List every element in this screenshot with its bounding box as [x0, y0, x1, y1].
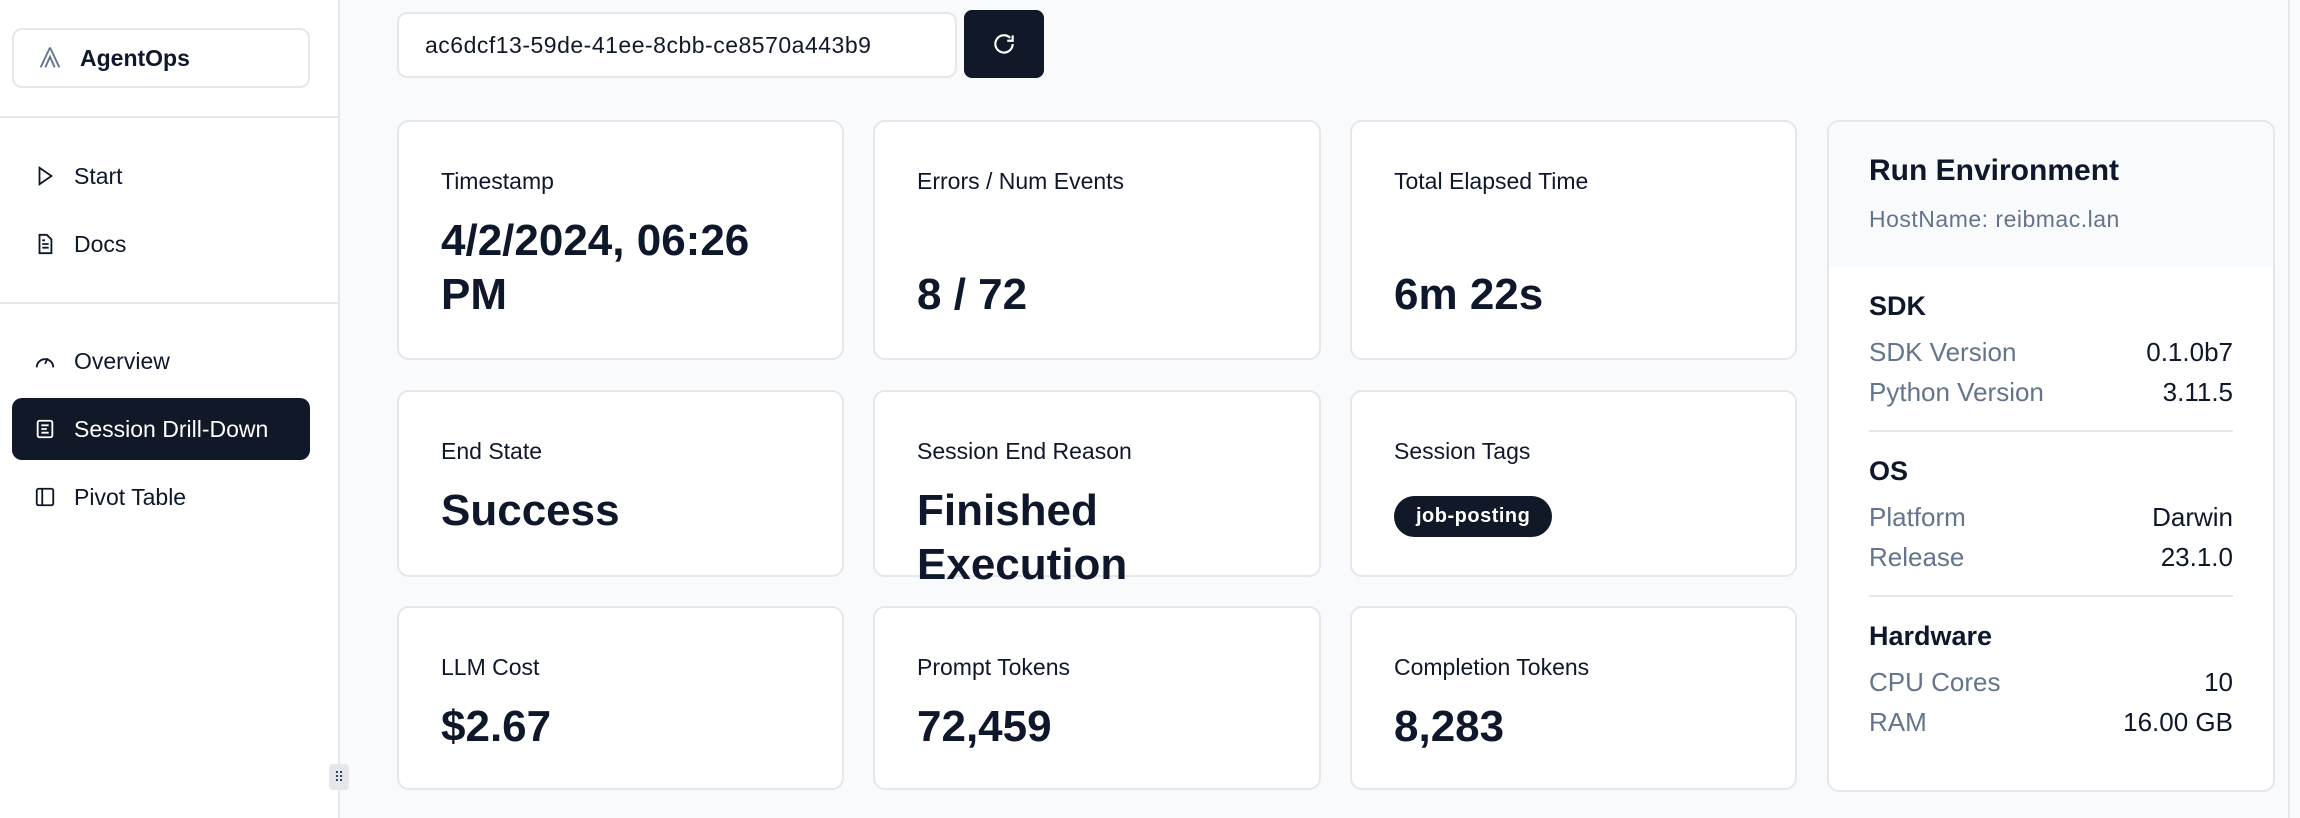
end-state-card: End State Success	[397, 390, 844, 577]
sidebar-item-pivot-table[interactable]: Pivot Table	[12, 466, 310, 528]
card-label: Errors / Num Events	[917, 168, 1125, 194]
agentops-logo-icon	[39, 47, 61, 68]
env-key: CPU Cores	[1869, 667, 2001, 697]
divider	[1869, 595, 2233, 597]
env-key: SDK Version	[1869, 337, 2017, 367]
completion-tokens-card: Completion Tokens 8,283	[1350, 606, 1797, 790]
sidebar: AgentOps Start Docs Overview Session Dri…	[0, 0, 349, 818]
card-label: Total Elapsed Time	[1394, 168, 1589, 194]
env-title: Run Environment	[1869, 154, 2120, 187]
env-key: RAM	[1869, 707, 1927, 737]
card-label: Session Tags	[1394, 438, 1531, 464]
list-icon	[36, 419, 54, 439]
sidebar-item-docs[interactable]: Docs	[12, 213, 310, 275]
play-icon	[38, 166, 54, 186]
env-value: 3.11.5	[2162, 377, 2233, 407]
env-value: 0.1.0b7	[2146, 337, 2233, 367]
env-key: Platform	[1869, 502, 1966, 532]
section-title: OS	[1869, 456, 1909, 486]
divider	[0, 116, 338, 118]
resize-handle[interactable]: ⠿	[329, 764, 349, 790]
card-value: 8 / 72	[917, 270, 1028, 319]
env-key: Python Version	[1869, 377, 2044, 407]
env-hostname: HostName: reibmac.lan	[1869, 206, 2120, 232]
document-icon	[38, 233, 53, 255]
section-title: SDK	[1869, 291, 1927, 321]
card-value: 4/2/2024, 06:26 PM	[441, 216, 750, 319]
hardware-section: Hardware CPU Cores 10 RAM 16.00 GB	[1829, 621, 2273, 742]
card-label: LLM Cost	[441, 654, 540, 680]
session-id-input[interactable]: ac6dcf13-59de-41ee-8cbb-ce8570a443b9	[397, 12, 957, 78]
refresh-icon	[994, 34, 1014, 54]
card-value: Finished Execution	[917, 486, 1128, 589]
env-row: Python Version 3.11.5	[1869, 372, 2233, 412]
end-reason-card: Session End Reason Finished Execution	[873, 390, 1321, 589]
card-label: Session End Reason	[917, 438, 1132, 464]
run-environment-card: Run Environment HostName: reibmac.lan SD…	[1827, 120, 2275, 792]
env-row: CPU Cores 10	[1869, 662, 2233, 702]
env-row: Release 23.1.0	[1869, 537, 2233, 577]
sidebar-item-label: Session Drill-Down	[74, 415, 269, 442]
env-header: Run Environment HostName: reibmac.lan	[1829, 122, 2273, 267]
card-value: Success	[441, 486, 620, 535]
card-value: 6m 22s	[1394, 270, 1544, 319]
session-tags-card: Session Tags job-posting	[1350, 390, 1797, 577]
tag-badge[interactable]: job-posting	[1394, 496, 1553, 537]
card-label: Timestamp	[441, 168, 554, 194]
sidebar-item-overview[interactable]: Overview	[12, 330, 310, 392]
env-row: Platform Darwin	[1869, 497, 2233, 537]
env-row: SDK Version 0.1.0b7	[1869, 332, 2233, 372]
sidebar-item-label: Overview	[74, 347, 170, 374]
sidebar-item-label: Pivot Table	[74, 483, 187, 510]
sidebar-item-session-drill-down[interactable]: Session Drill-Down	[12, 398, 310, 460]
prompt-tokens-card: Prompt Tokens 72,459	[873, 606, 1321, 790]
env-value: 10	[2204, 667, 2233, 697]
env-key: Release	[1869, 542, 1965, 572]
elapsed-time-card: Total Elapsed Time 6m 22s	[1350, 120, 1797, 360]
panel-icon	[35, 487, 55, 507]
logo-text: AgentOps	[80, 44, 190, 71]
logo-button[interactable]: AgentOps	[12, 28, 310, 88]
env-value: Darwin	[2152, 502, 2233, 532]
llm-cost-card: LLM Cost $2.67	[397, 606, 844, 790]
session-id-value: ac6dcf13-59de-41ee-8cbb-ce8570a443b9	[425, 31, 872, 58]
divider	[1869, 430, 2233, 432]
section-title: Hardware	[1869, 621, 1993, 651]
env-value: 23.1.0	[2160, 542, 2233, 572]
sidebar-item-start[interactable]: Start	[12, 145, 310, 207]
timestamp-card: Timestamp 4/2/2024, 06:26 PM	[397, 120, 844, 360]
gauge-icon	[35, 357, 55, 368]
env-value: 16.00 GB	[2123, 707, 2233, 737]
card-label: Completion Tokens	[1394, 654, 1590, 680]
divider	[0, 302, 338, 304]
refresh-button[interactable]	[964, 10, 1044, 78]
sidebar-item-label: Start	[74, 162, 123, 189]
scrollbar[interactable]	[2288, 0, 2290, 818]
card-label: End State	[441, 438, 543, 464]
card-label: Prompt Tokens	[917, 654, 1070, 680]
sdk-section: SDK SDK Version 0.1.0b7 Python Version 3.1…	[1829, 291, 2273, 412]
sidebar-item-label: Docs	[74, 230, 127, 257]
errors-events-card: Errors / Num Events 8 / 72	[873, 120, 1321, 360]
env-row: RAM 16.00 GB	[1869, 702, 2233, 742]
card-value: 72,459	[917, 702, 1052, 751]
drag-handle-icon: ⠿	[333, 768, 345, 785]
os-section: OS Platform Darwin Release 23.1.0	[1829, 456, 2273, 577]
card-value: 8,283	[1394, 702, 1505, 751]
card-value: $2.67	[441, 702, 552, 751]
